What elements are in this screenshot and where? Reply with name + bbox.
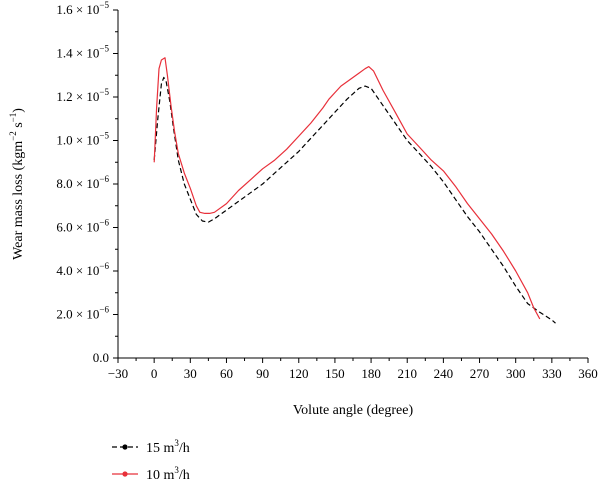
- legend-item-2: 10 m3/h: [112, 465, 190, 483]
- legend-swatch-marker: [122, 444, 128, 450]
- y-tick-label: 1.4 × 10−5: [56, 44, 109, 61]
- x-tick-label: 120: [289, 366, 309, 381]
- y-axis-title: Wear mass loss (kgm−2 s−1): [8, 108, 26, 260]
- x-tick-label: 330: [542, 366, 562, 381]
- x-tick-label: 90: [256, 366, 269, 381]
- x-tick-label: 150: [325, 366, 345, 381]
- legend: 15 m3/h 10 m3/h: [112, 438, 190, 483]
- y-tick-label: 6.0 × 10−6: [56, 218, 109, 235]
- y-tick-label: 8.0 × 10−6: [56, 174, 109, 191]
- axes: −30 0 30 60 90 120 150 180 210 240 270 300 330 360 0.0…: [56, 0, 597, 381]
- x-tick-label: 0: [151, 366, 158, 381]
- legend-label: 10 m3/h: [146, 465, 190, 483]
- y-tick-label: 1.2 × 10−5: [56, 87, 109, 104]
- x-tick-label: 240: [434, 366, 454, 381]
- y-tick-label: 1.6 × 10−5: [56, 0, 109, 17]
- x-tick-label: 30: [184, 366, 197, 381]
- x-tick-label: 180: [361, 366, 381, 381]
- y-tick-label: 4.0 × 10−6: [56, 261, 109, 278]
- y-tick-label: 2.0 × 10−6: [56, 305, 109, 322]
- y-tick-label: 0.0: [93, 350, 109, 365]
- x-axis-title: Volute angle (degree): [293, 403, 414, 418]
- series-line-2: [153, 57, 541, 320]
- x-tick-label: 360: [578, 366, 598, 381]
- legend-label: 15 m3/h: [146, 438, 190, 456]
- legend-swatch-marker: [122, 471, 128, 477]
- x-tick-label: 60: [220, 366, 233, 381]
- series-line-1: [153, 76, 556, 324]
- x-tick-label: 210: [397, 366, 417, 381]
- x-tick-label: 270: [470, 366, 490, 381]
- series-layer: [153, 57, 556, 324]
- x-tick-label: 300: [506, 366, 526, 381]
- x-tick-label: −30: [108, 366, 128, 381]
- legend-item-1: 15 m3/h: [112, 438, 190, 456]
- y-tick-label: 1.0 × 10−5: [56, 131, 109, 148]
